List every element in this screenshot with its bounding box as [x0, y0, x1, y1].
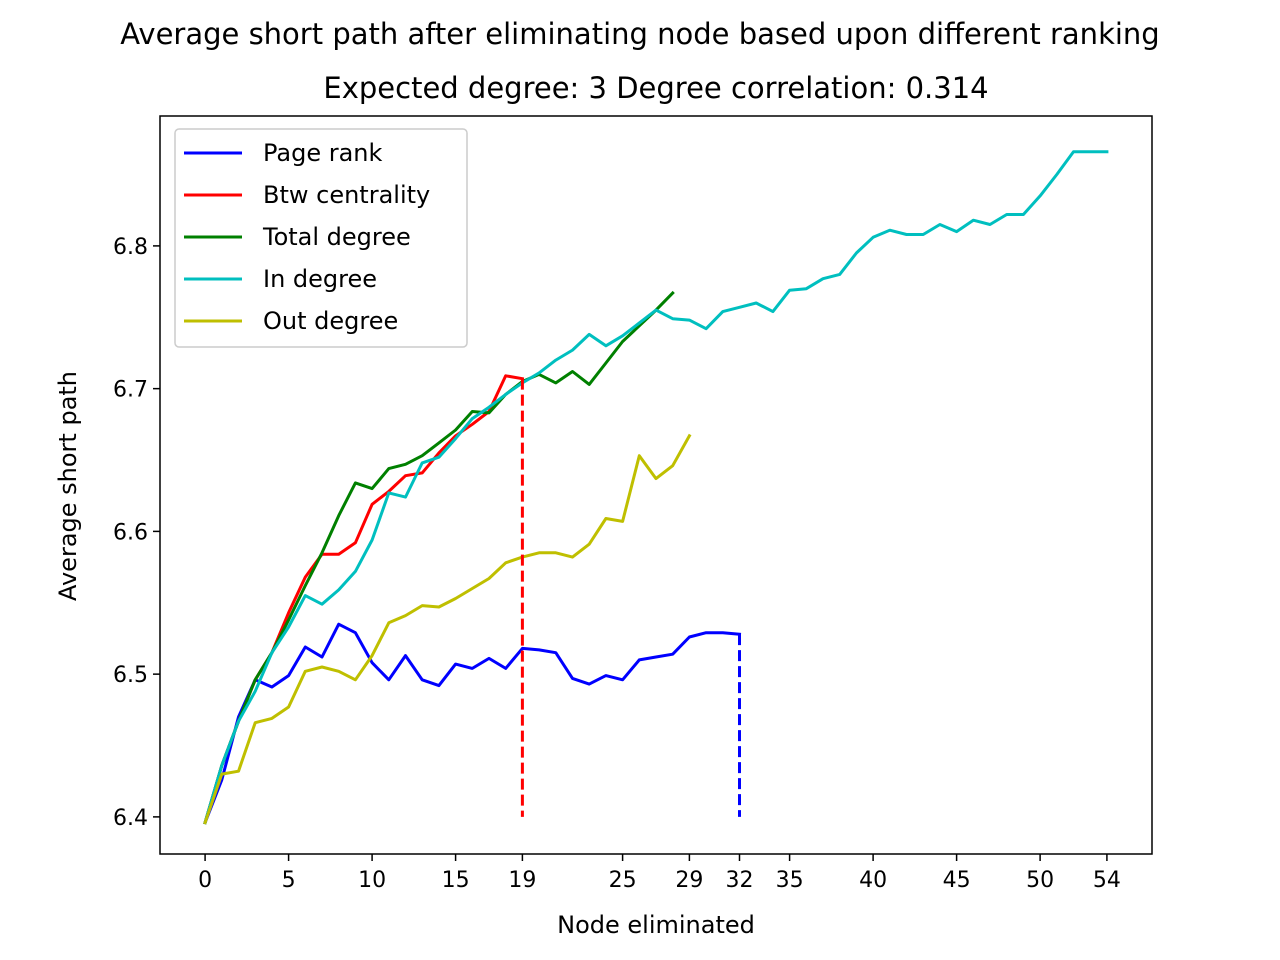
x-tick-label: 54 [1093, 868, 1121, 893]
legend-label-page-rank: Page rank [263, 139, 383, 167]
y-tick-label: 6.7 [113, 378, 148, 403]
x-tick-label: 32 [726, 868, 754, 893]
y-tick-label: 6.4 [113, 806, 148, 831]
series-layer [203, 150, 1109, 825]
x-ticks: 0 5 10 15 19 25 29 32 35 40 45 50 54 [198, 854, 1121, 893]
legend-box [174, 128, 468, 348]
y-tick-label: 6.5 [113, 663, 148, 688]
x-tick-label: 10 [358, 868, 386, 893]
y-tick-label: 6.6 [113, 520, 148, 545]
chart-title: Average short path after eliminating nod… [120, 17, 1159, 51]
legend-label-btw-centrality: Btw centrality [263, 181, 430, 209]
legend: Page rank Btw centrality Total degree In de… [174, 128, 468, 348]
x-tick-label: 5 [282, 868, 296, 893]
legend-entries: Page rank Btw centrality Total degree In de… [184, 139, 430, 335]
legend-label-out-degree: Out degree [263, 307, 398, 335]
x-tick-label: 29 [675, 868, 703, 893]
y-axis-label: Average short path [54, 371, 82, 601]
x-tick-label: 15 [442, 868, 470, 893]
x-axis-label: Node eliminated [557, 911, 755, 939]
series-line-page-rank [203, 622, 742, 825]
legend-label-total-degree: Total degree [262, 223, 411, 251]
legend-label-in-degree: In degree [263, 265, 377, 293]
x-tick-label: 19 [508, 868, 536, 893]
axes-frame [159, 115, 1153, 855]
y-ticks: 6.4 6.5 6.6 6.7 6.8 [113, 235, 160, 831]
x-tick-label: 25 [609, 868, 637, 893]
series-line-total-degree [203, 290, 675, 825]
x-tick-label: 35 [776, 868, 804, 893]
x-tick-label: 50 [1026, 868, 1054, 893]
vertical-lines-layer [520, 378, 742, 817]
y-tick-label: 6.8 [113, 235, 148, 260]
x-tick-label: 0 [198, 868, 212, 893]
series-line-in-degree [203, 150, 1109, 825]
x-tick-label: 40 [859, 868, 887, 893]
x-tick-label: 45 [943, 868, 971, 893]
series-line-out-degree [203, 433, 692, 825]
chart-subtitle: Expected degree: 3 Degree correlation: 0… [323, 71, 988, 105]
